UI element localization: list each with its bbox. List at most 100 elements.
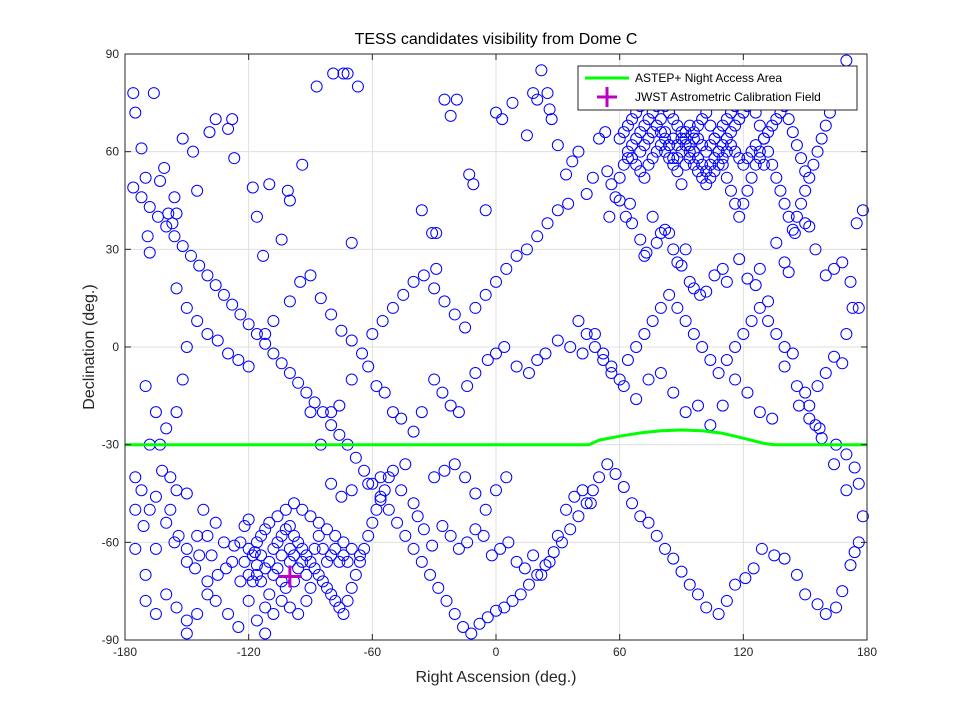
candidate-point [555,536,568,549]
candidate-point [667,113,680,126]
candidate-point [391,516,404,529]
candidate-point [263,555,276,568]
candidate-point [659,223,672,236]
candidate-point [304,406,317,419]
candidate-point [708,152,721,165]
candidate-point [259,562,272,575]
candidate-point [320,555,333,568]
candidate-point [426,227,439,240]
candidate-point [407,425,420,438]
candidate-point [450,93,463,106]
candidate-point [141,230,154,243]
candidate-point [671,139,684,152]
candidate-point [292,562,305,575]
candidate-point [304,581,317,594]
candidate-point [704,354,717,367]
candidate-point [502,536,515,549]
candidate-point [201,269,214,282]
candidate-point [158,161,171,174]
candidate-point [724,139,737,152]
candidate-point [362,529,375,542]
candidate-point [226,113,239,126]
candidate-point [671,256,684,269]
candidate-point [724,184,737,197]
candidate-point [329,542,342,555]
candidate-point [605,367,618,380]
candidate-point [312,529,325,542]
candidate-point [572,510,585,523]
candidate-point [170,207,183,220]
candidate-point [716,152,729,165]
candidate-point [597,354,610,367]
candidate-point [461,380,474,393]
candidate-point [333,399,346,412]
candidate-point [341,555,354,568]
candidate-point [283,295,296,308]
candidate-point [617,158,630,171]
candidate-point [469,301,482,314]
legend-label-night-access: ASTEP+ Night Access Area [635,71,782,85]
candidate-point [168,230,181,243]
candidate-point [584,497,597,510]
candidate-point [638,171,651,184]
candidate-point [428,373,441,386]
candidate-point [234,575,247,588]
candidate-point [795,197,808,210]
candidate-point [242,360,255,373]
candidate-point [687,282,700,295]
candidate-point [345,581,358,594]
candidate-point [246,181,259,194]
candidate-point [733,113,746,126]
candidate-point [351,80,364,93]
candidate-point [799,588,812,601]
candidate-point [345,542,358,555]
candidate-point [234,308,247,321]
candidate-point [154,174,167,187]
candidate-point [850,217,863,230]
candidate-point [766,412,779,425]
candidate-point [436,520,449,533]
candidate-point [149,607,162,620]
candidate-point [716,119,729,132]
candidate-point [716,139,729,152]
candidate-point [397,288,410,301]
candidate-point [275,357,288,370]
candidate-point [762,145,775,158]
candidate-point [566,155,579,168]
candidate-point [201,529,214,542]
candidate-point [356,347,369,360]
candidate-point [176,132,189,145]
candidate-point [562,197,575,210]
candidate-point [650,119,663,132]
candidate-point [716,262,729,275]
candidate-point [634,145,647,158]
candidate-point [469,487,482,500]
candidate-point [588,327,601,340]
candidate-point [292,607,305,620]
candidate-point [844,559,857,572]
candidate-point [650,145,663,158]
candidate-point [308,542,321,555]
candidate-point [180,627,193,640]
candidate-point [778,341,791,353]
candidate-point [840,448,853,461]
candidate-point [700,165,713,178]
candidate-point [176,240,189,253]
candidate-point [663,152,676,165]
candidate-point [790,210,803,223]
candidate-point [226,555,239,568]
candidate-point [704,158,717,171]
candidate-point [663,288,676,301]
candidate-point [296,503,309,516]
candidate-point [438,464,451,477]
candidate-point [640,246,653,259]
candidate-point [762,126,775,139]
candidate-point [362,477,375,490]
candidate-point [378,484,391,497]
axis-ticks: -180 -120 -60 0 60 120 180 -90 -60 -30 0 30 60 90 [102,47,878,659]
candidate-point [232,620,245,633]
candidate-point [799,165,812,178]
candidate-point [638,249,651,262]
candidate-point [691,132,704,145]
candidate-point [642,158,655,171]
